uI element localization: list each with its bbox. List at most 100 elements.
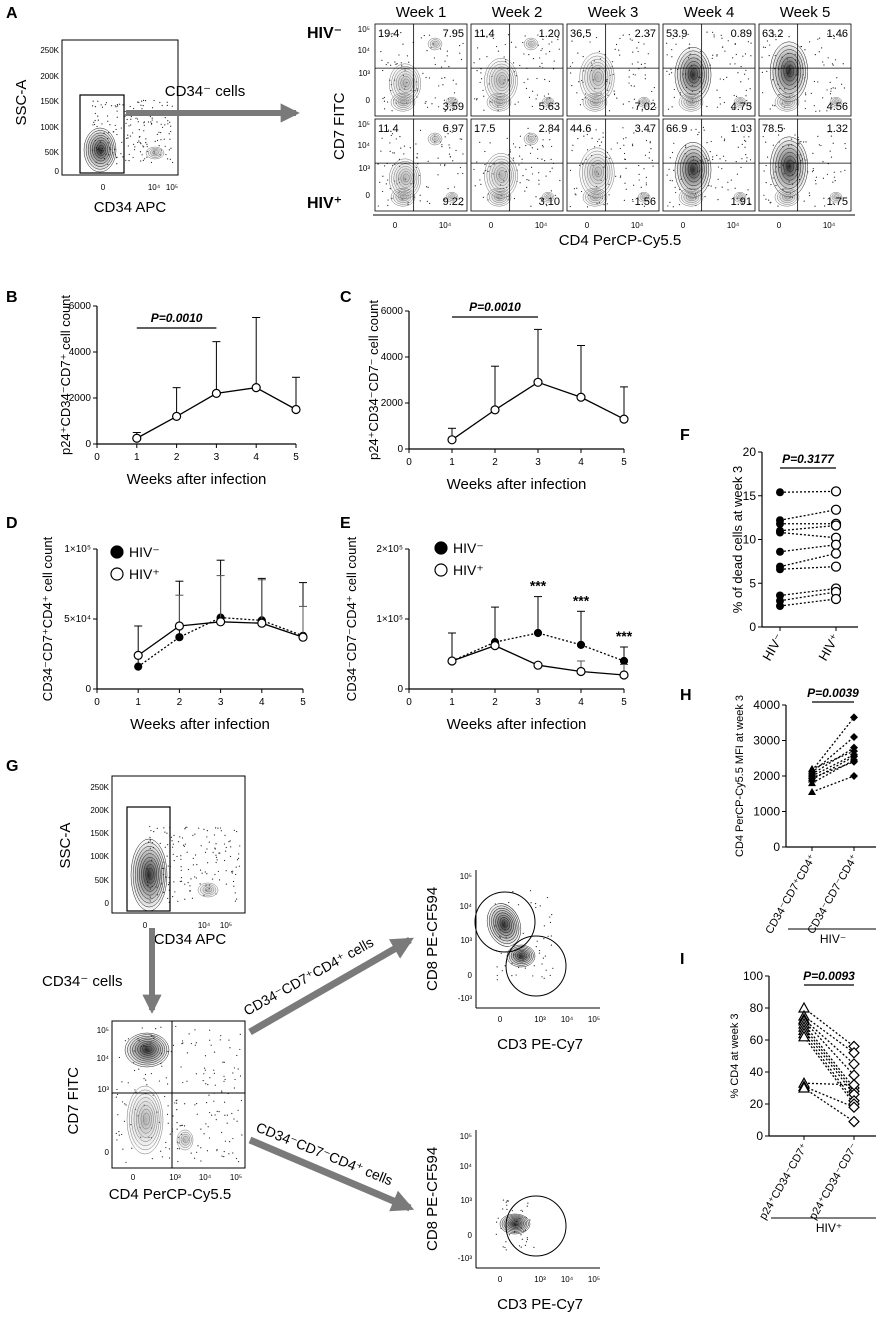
cd8-pos-population-contour xyxy=(491,907,518,942)
event-dot xyxy=(812,152,814,154)
x-axis-title: CD4 PerCP-Cy5.5 xyxy=(109,1186,232,1203)
event-dot xyxy=(167,120,169,122)
event-dot xyxy=(403,145,406,147)
week-header: Week 1 xyxy=(396,4,447,21)
event-dot xyxy=(197,1145,199,1147)
event-dot xyxy=(216,1148,218,1151)
event-dot xyxy=(167,1122,169,1124)
event-dot xyxy=(535,98,537,100)
y-axis-title: CD7 FITC xyxy=(65,1067,82,1135)
event-dot xyxy=(819,110,821,112)
event-dot xyxy=(171,105,173,107)
event-dot xyxy=(826,110,828,112)
event-dot xyxy=(452,79,454,81)
event-dot xyxy=(484,163,486,166)
event-dot xyxy=(196,1113,198,1115)
event-dot xyxy=(630,85,632,87)
y-tick-label: 10⁵ xyxy=(460,1132,472,1141)
event-dot xyxy=(629,38,631,40)
cd8-pos-population-fill xyxy=(486,902,522,948)
event-dot xyxy=(116,133,118,136)
event-dot xyxy=(147,121,150,123)
event-dot xyxy=(182,1042,184,1044)
event-dot xyxy=(651,159,653,161)
event-dot xyxy=(606,203,608,205)
event-dot xyxy=(203,1067,206,1069)
event-dot xyxy=(184,883,186,885)
cd7-pos-population-contour xyxy=(685,156,703,183)
pair-line xyxy=(811,755,855,781)
event-dot xyxy=(813,105,815,107)
event-dot xyxy=(712,156,714,158)
event-dot xyxy=(632,107,634,109)
event-dot xyxy=(716,89,718,91)
event-dot xyxy=(119,103,121,105)
event-dot xyxy=(194,1104,196,1106)
y-tick-label: 0 xyxy=(397,444,403,455)
event-dot xyxy=(196,863,198,866)
event-dot xyxy=(676,35,678,38)
y-tick-label: 5 xyxy=(749,576,756,590)
event-dot xyxy=(121,1081,123,1083)
event-dot xyxy=(769,202,771,204)
event-dot xyxy=(239,1075,242,1077)
data-point xyxy=(298,632,308,642)
x-tick-label: 1 xyxy=(135,697,141,708)
event-dot xyxy=(722,78,725,81)
panel-letter: D xyxy=(6,515,18,532)
event-dot xyxy=(392,152,394,154)
event-dot xyxy=(115,128,117,131)
event-dot xyxy=(180,855,182,857)
event-dot xyxy=(830,90,832,92)
event-dot xyxy=(513,197,516,200)
event-dot xyxy=(655,107,657,109)
event-dot xyxy=(476,47,479,49)
population-contour xyxy=(509,1218,523,1228)
y-axis-title: CD7 FITC xyxy=(331,92,348,160)
event-dot xyxy=(96,125,98,128)
event-dot xyxy=(770,183,772,186)
y-tick-label: 150K xyxy=(40,97,59,106)
event-dot xyxy=(141,154,143,156)
event-dot xyxy=(571,149,573,152)
event-dot xyxy=(133,1069,136,1072)
population-contour xyxy=(150,149,161,157)
event-dot xyxy=(666,174,668,176)
event-dot xyxy=(640,186,642,188)
event-dot xyxy=(205,1123,207,1125)
event-dot xyxy=(185,827,187,829)
significance-marker: *** xyxy=(573,592,590,608)
event-dot xyxy=(434,63,436,66)
event-dot xyxy=(238,865,241,867)
event-dot xyxy=(176,1128,178,1130)
point-group-1 xyxy=(776,528,784,537)
event-dot xyxy=(160,131,162,134)
x-tick-label: 4 xyxy=(253,452,259,463)
event-dot xyxy=(706,141,708,144)
event-dot xyxy=(192,857,194,859)
event-dot xyxy=(711,57,713,59)
event-dot xyxy=(632,200,634,203)
event-dot xyxy=(490,35,492,37)
event-dot xyxy=(146,143,148,145)
y-tick-label: 80 xyxy=(750,1001,764,1015)
x-tick-label: 10⁵ xyxy=(588,1275,600,1284)
event-dot xyxy=(638,173,640,175)
event-dot xyxy=(159,101,161,104)
event-dot xyxy=(745,140,747,142)
event-dot xyxy=(832,181,834,183)
event-dot xyxy=(165,1077,167,1079)
event-dot xyxy=(186,851,188,853)
event-dot xyxy=(579,104,582,106)
event-dot xyxy=(458,44,461,47)
population-fill xyxy=(130,837,168,913)
event-dot xyxy=(526,1205,528,1207)
cd7-neg-population-contour xyxy=(784,98,792,105)
event-dot xyxy=(808,192,810,194)
cd7-neg-population-contour xyxy=(390,187,416,207)
event-dot xyxy=(121,141,123,143)
event-dot xyxy=(452,160,454,162)
cd7-neg-population-contour xyxy=(589,192,602,202)
event-dot xyxy=(743,136,745,138)
event-dot xyxy=(550,190,552,192)
